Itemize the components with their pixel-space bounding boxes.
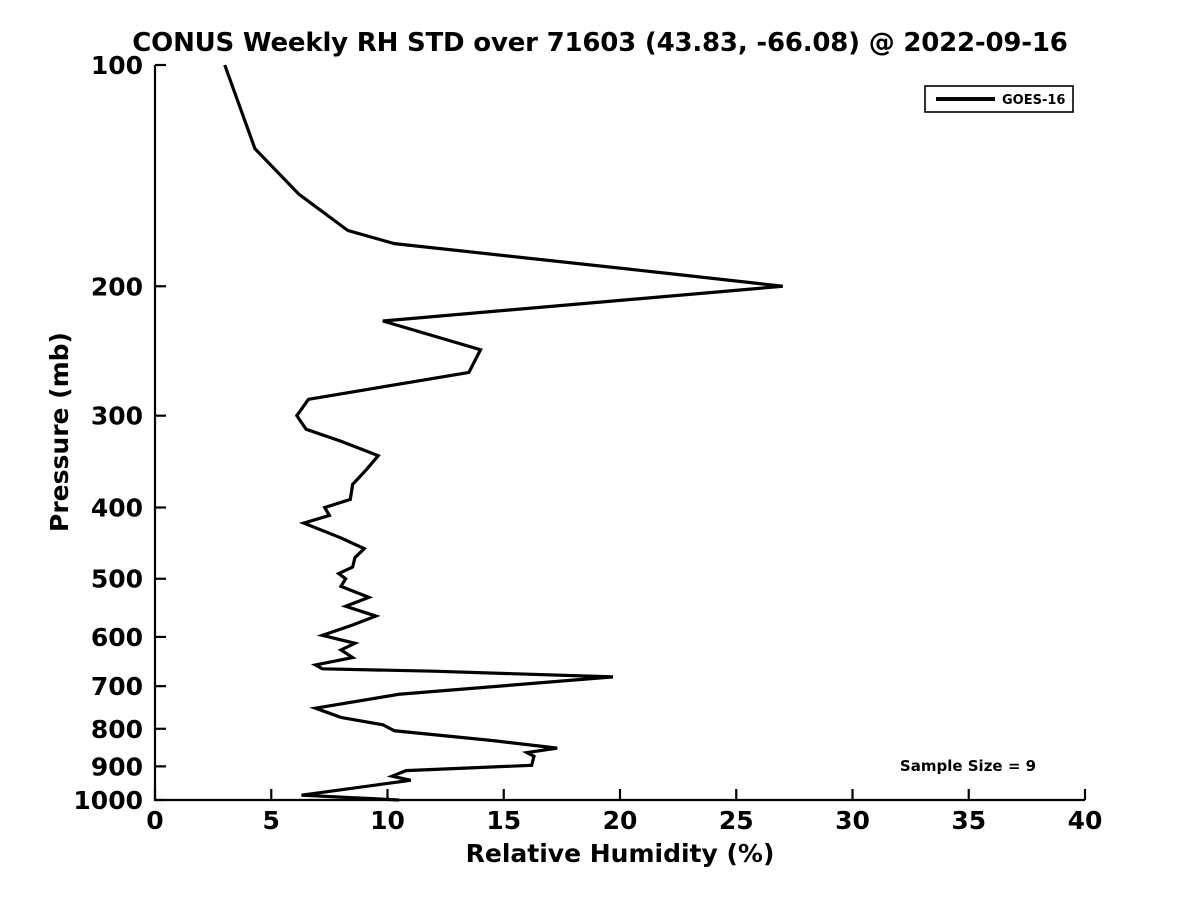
axis-frame: [153, 65, 1085, 802]
y-axis-ticks: 100 200 300 400 500 600 700 800 900 1000: [73, 51, 166, 815]
x-tick-label: 10: [370, 806, 405, 835]
sample-size-annotation: Sample Size = 9: [900, 757, 1036, 775]
y-tick-label: 100: [91, 51, 143, 80]
x-tick-label: 40: [1068, 806, 1103, 835]
y-tick-label: 300: [91, 402, 143, 431]
chart-legend[interactable]: GOES-16: [924, 85, 1074, 113]
y-tick-label: 500: [91, 565, 143, 594]
x-axis-ticks: 0 5 10 15 20 25 30 35 40: [146, 789, 1102, 835]
chart-title: CONUS Weekly RH STD over 71603 (43.83, -…: [132, 28, 1068, 58]
x-axis-title: Relative Humidity (%): [466, 839, 775, 868]
y-tick-label: 900: [91, 752, 143, 781]
x-tick-label: 0: [146, 806, 163, 835]
y-axis-title: Pressure (mb): [45, 332, 74, 532]
x-tick-label: 15: [486, 806, 521, 835]
y-tick-label: 400: [91, 494, 143, 523]
y-tick-label: 600: [91, 623, 143, 652]
x-tick-label: 20: [603, 806, 638, 835]
y-tick-label: 1000: [73, 786, 143, 815]
x-tick-label: 5: [263, 806, 280, 835]
legend-label-goes16: GOES-16: [1002, 93, 1065, 108]
y-tick-label: 700: [91, 672, 143, 701]
x-tick-label: 30: [835, 806, 870, 835]
x-tick-label: 35: [951, 806, 986, 835]
y-tick-label: 200: [91, 272, 143, 301]
y-tick-label: 800: [91, 715, 143, 744]
x-tick-label: 25: [719, 806, 754, 835]
series-line-goes16: [223, 64, 783, 802]
